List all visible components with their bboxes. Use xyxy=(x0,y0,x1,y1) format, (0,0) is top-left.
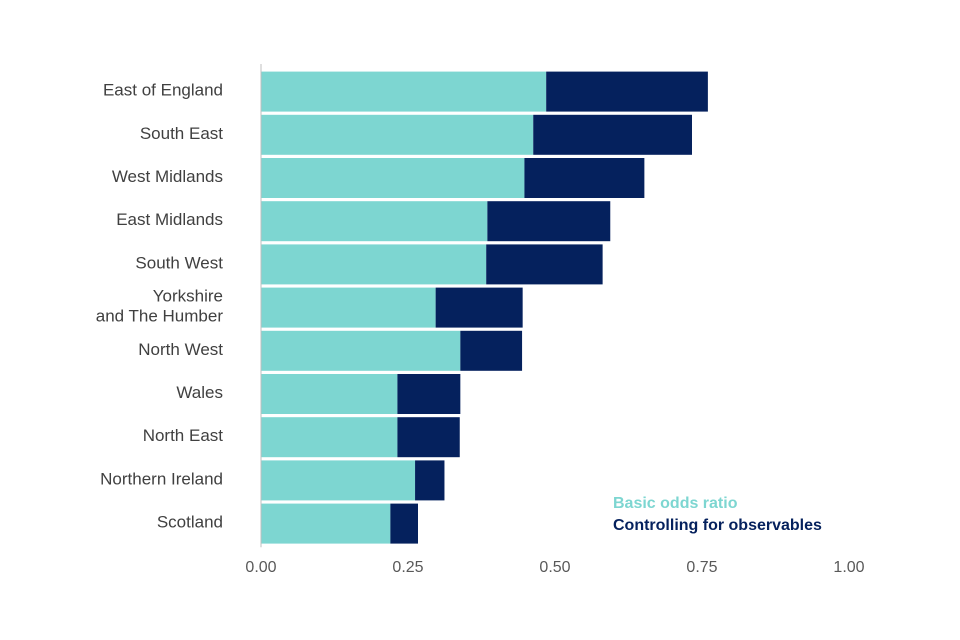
category-label: North West xyxy=(138,340,223,359)
bar-east-of-england-controlled xyxy=(546,71,708,112)
bar-yorkshire-and-the-humber-controlled xyxy=(435,287,523,328)
bar-north-west-basic xyxy=(261,330,461,371)
legend-item-basic-odds-ratio: Basic odds ratio xyxy=(613,495,738,512)
category-label-line: South East xyxy=(140,124,223,143)
category-label: Northern Ireland xyxy=(100,470,223,489)
bar-south-west-controlled xyxy=(486,244,603,285)
category-label: South East xyxy=(140,124,223,143)
category-label: Yorkshire and The Humber xyxy=(96,287,224,326)
legend: Basic odds ratio Controlling for observab… xyxy=(613,495,822,534)
bars-group xyxy=(261,71,708,544)
category-label: West Midlands xyxy=(112,167,223,186)
category-label-line: East of England xyxy=(103,81,223,100)
x-tick-labels-group: 0.00 0.25 0.50 0.75 1.00 xyxy=(245,559,864,576)
bar-south-east-basic xyxy=(261,114,534,155)
category-label: North East xyxy=(143,427,224,446)
bar-east-of-england-basic xyxy=(261,71,547,112)
x-tick-label: 1.00 xyxy=(833,559,864,576)
category-label-line: Wales xyxy=(176,383,223,402)
category-label: East Midlands xyxy=(116,211,223,230)
bar-wales-basic xyxy=(261,374,398,414)
category-label-line: North East xyxy=(143,427,224,446)
bar-north-west-controlled xyxy=(460,330,523,371)
bar-south-east-controlled xyxy=(533,114,692,155)
x-tick-label: 0.50 xyxy=(539,559,570,576)
x-tick-label: 0.25 xyxy=(392,559,423,576)
x-tick-label: 0.00 xyxy=(245,559,276,576)
category-label-line: and The Humber xyxy=(96,307,224,326)
bar-east-midlands-basic xyxy=(261,201,488,242)
category-label-line: South West xyxy=(135,254,223,273)
category-label: South West xyxy=(135,254,223,273)
category-label-line: West Midlands xyxy=(112,167,223,186)
bar-wales-controlled xyxy=(397,374,461,414)
bar-west-midlands-controlled xyxy=(524,158,645,198)
bar-northern-ireland-controlled xyxy=(415,460,445,501)
category-label-line: North West xyxy=(138,340,223,359)
bar-west-midlands-basic xyxy=(261,158,525,198)
bar-yorkshire-and-the-humber-basic xyxy=(261,287,436,328)
bar-east-midlands-controlled xyxy=(487,201,611,242)
bar-north-east-basic xyxy=(261,417,398,458)
bar-northern-ireland-basic xyxy=(261,460,416,501)
bar-south-west-basic xyxy=(261,244,487,285)
category-label-line: Northern Ireland xyxy=(100,470,223,489)
bar-scotland-controlled xyxy=(390,503,418,544)
bar-north-east-controlled xyxy=(397,417,460,458)
bar-scotland-basic xyxy=(261,503,391,544)
category-label-line: East Midlands xyxy=(116,211,223,230)
category-label: Scotland xyxy=(157,513,223,532)
category-label: Wales xyxy=(176,383,223,402)
category-label-line: Yorkshire xyxy=(153,287,223,306)
category-label-line: Scotland xyxy=(157,513,223,532)
x-tick-label: 0.75 xyxy=(686,559,717,576)
legend-item-controlling-for-observables: Controlling for observables xyxy=(613,517,822,534)
category-labels-group: East of England South East West Midlands Ea… xyxy=(96,81,224,532)
category-label: East of England xyxy=(103,81,223,100)
